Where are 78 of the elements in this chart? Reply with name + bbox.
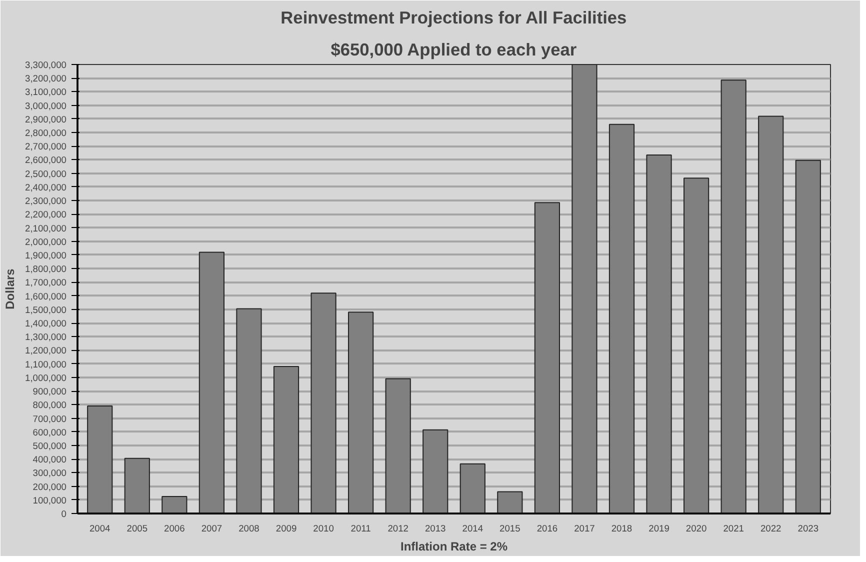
bar [795, 160, 821, 514]
x-tick-label: 2008 [238, 524, 260, 534]
y-tick-label: 1,700,000 [25, 278, 66, 288]
y-tick-label: 1,000,000 [25, 372, 66, 383]
x-tick-label: 2016 [536, 524, 558, 534]
x-tick-label: 2017 [574, 524, 595, 534]
y-tick-label: 100,000 [32, 495, 67, 506]
bar [534, 202, 560, 514]
bar [497, 491, 523, 514]
y-tick-label: 2,600,000 [25, 155, 66, 166]
bar [124, 458, 150, 514]
bar [87, 406, 113, 514]
x-tick-label: 2007 [201, 524, 222, 534]
bar [460, 463, 486, 514]
bar [236, 308, 262, 514]
y-tick-label: 2,000,000 [25, 236, 66, 247]
x-tick-label: 2022 [760, 524, 782, 534]
y-tick-label: 2,500,000 [25, 168, 66, 179]
y-tick-label: 1,600,000 [25, 291, 66, 302]
x-tick-label: 2015 [500, 524, 520, 534]
x-tick-label: 2019 [648, 524, 670, 534]
y-tick-label: 1,800,000 [25, 264, 66, 274]
x-tick-label: 2018 [611, 524, 632, 534]
y-tick-label: 1,100,000 [25, 359, 66, 370]
bar [422, 429, 448, 514]
bar [198, 252, 224, 514]
y-tick-label: 2,400,000 [25, 182, 66, 192]
y-tick-label: 2,200,000 [25, 210, 66, 220]
x-tick-label: 2009 [276, 524, 297, 534]
bar [310, 292, 336, 514]
y-tick-label: 900,000 [32, 386, 67, 397]
bar [646, 154, 672, 514]
x-tick-label: 2021 [723, 524, 744, 534]
chart-subtitle: $650,000 Applied to each year [330, 40, 577, 60]
bar [572, 64, 598, 514]
bar [608, 124, 635, 514]
y-tick-label: 1,300,000 [25, 332, 66, 342]
x-tick-label: 2010 [313, 524, 334, 534]
y-tick-label: 3,100,000 [25, 87, 66, 98]
bar [720, 80, 746, 514]
bar [758, 116, 784, 514]
y-tick-label: 600,000 [32, 427, 67, 438]
x-tick-label: 2013 [424, 524, 446, 534]
y-tick-label: 700,000 [32, 414, 67, 424]
x-tick-label: 2012 [388, 524, 408, 534]
y-tick-label: 2,100,000 [25, 223, 66, 234]
bar [385, 378, 411, 514]
bar [348, 312, 374, 514]
y-tick-label: 0 [61, 509, 67, 519]
x-tick-label: 2005 [126, 524, 148, 534]
y-axis-title: Dollars [3, 268, 17, 310]
x-tick-label: 2004 [89, 524, 110, 534]
x-tick-label: 2011 [350, 524, 371, 534]
y-tick-label: 3,200,000 [25, 74, 66, 84]
y-tick-label: 1,900,000 [25, 250, 66, 260]
y-tick-label: 2,300,000 [25, 196, 66, 206]
y-tick-label: 3,000,000 [25, 100, 66, 111]
bar [684, 178, 710, 514]
y-tick-label: 2,700,000 [25, 142, 66, 152]
x-tick-label: 2020 [686, 524, 707, 534]
y-tick-label: 300,000 [32, 468, 67, 478]
y-tick-label: 2,900,000 [25, 114, 66, 124]
x-axis-title: Inflation Rate = 2% [400, 540, 508, 554]
y-tick-label: 2,800,000 [25, 128, 66, 138]
x-tick-label: 2014 [462, 524, 484, 534]
bar [273, 366, 300, 514]
y-tick-label: 800,000 [32, 400, 67, 410]
y-tick-label: 3,300,000 [25, 60, 66, 70]
bar [162, 496, 188, 514]
y-tick-label: 1,500,000 [25, 304, 66, 315]
x-tick-label: 2023 [798, 524, 819, 534]
y-tick-label: 400,000 [32, 454, 67, 465]
y-tick-label: 1,400,000 [25, 318, 66, 329]
y-tick-label: 200,000 [32, 482, 67, 492]
chart-title: Reinvestment Projections for All Facilities [280, 8, 627, 28]
x-tick-label: 2006 [164, 524, 185, 534]
y-tick-label: 1,200,000 [25, 346, 66, 356]
y-tick-label: 500,000 [32, 440, 67, 451]
